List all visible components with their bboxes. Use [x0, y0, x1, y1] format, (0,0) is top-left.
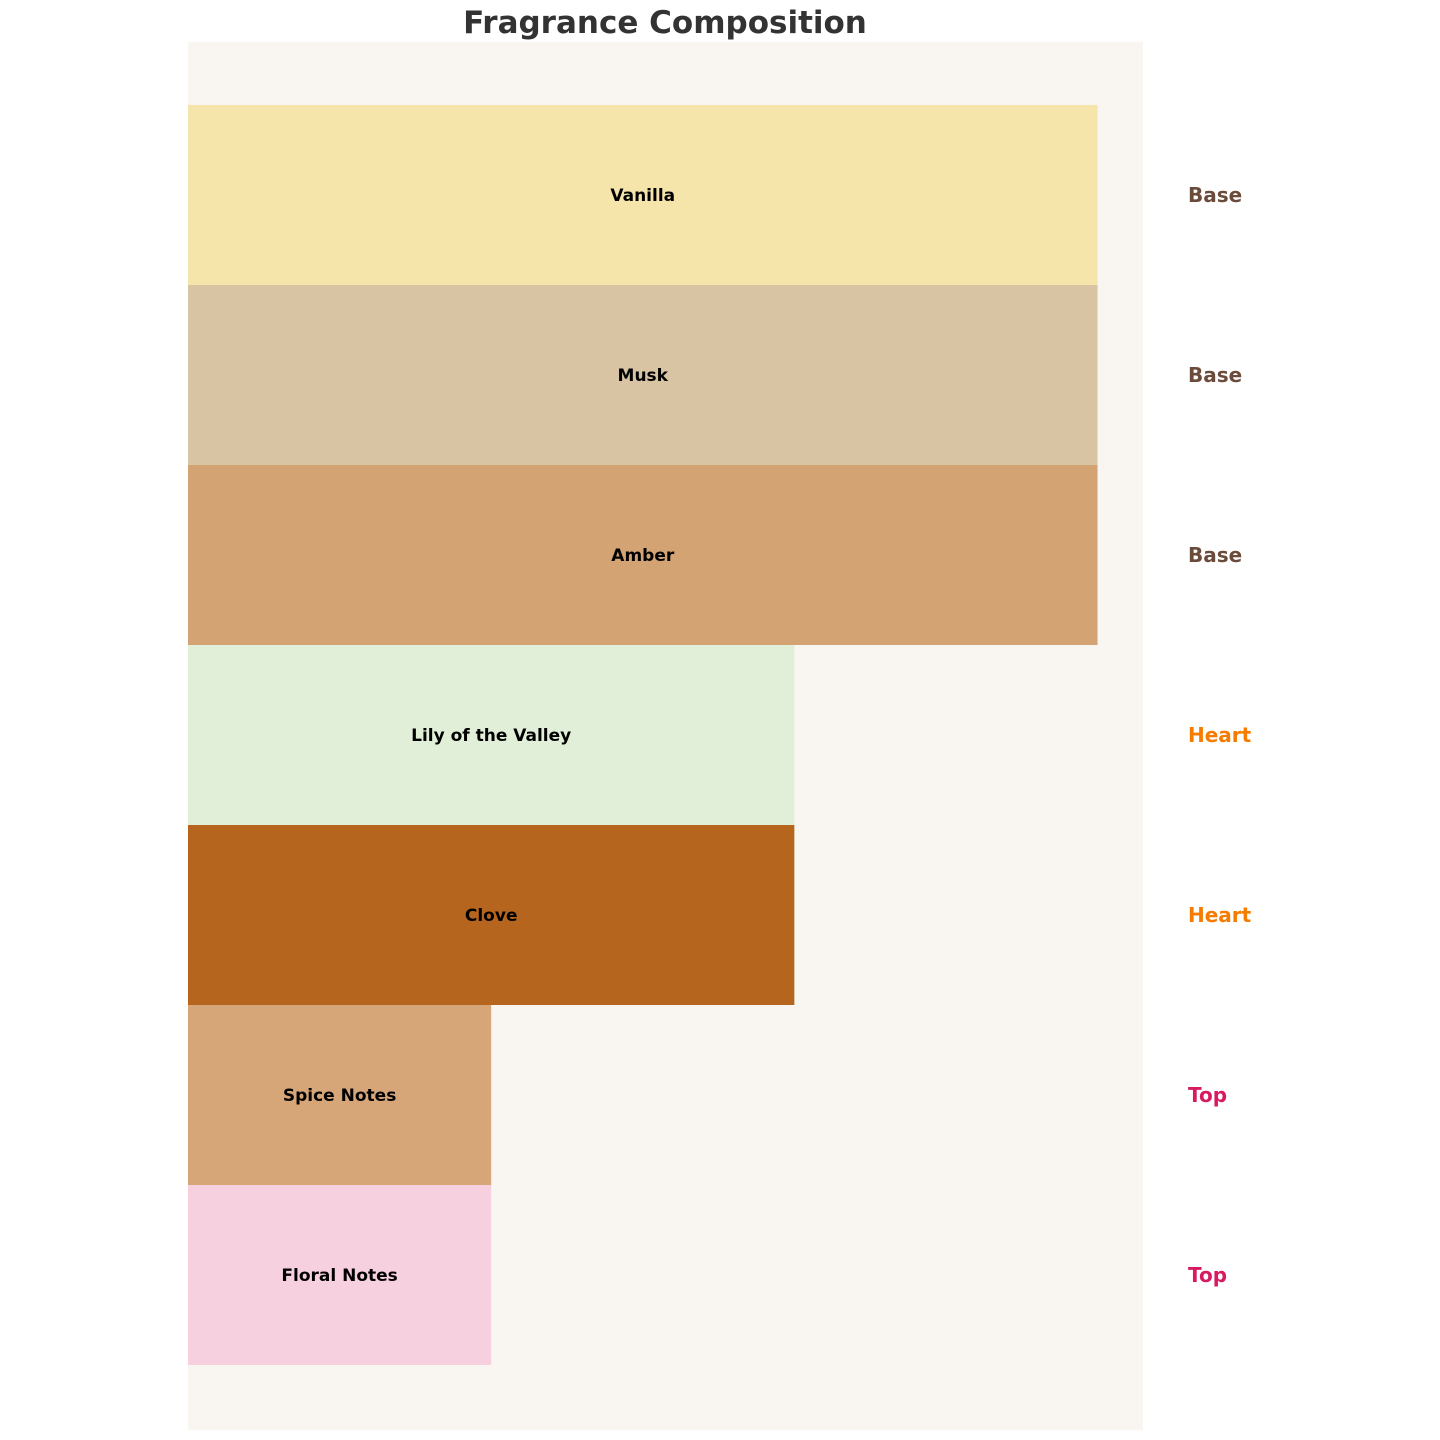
bar-clove: [188, 825, 795, 1005]
bar-amber: [188, 465, 1098, 645]
bar-label: Spice Notes: [283, 1086, 396, 1106]
bar-label: Clove: [465, 906, 518, 926]
bar-label: Lily of the Valley: [411, 726, 571, 746]
bar-floral-notes: [188, 1185, 492, 1365]
bar-musk: [188, 285, 1098, 465]
bar-label: Vanilla: [610, 186, 675, 206]
bar-spice-notes: [188, 1005, 492, 1185]
layer-label: Heart: [1188, 903, 1252, 927]
layer-label: Top: [1188, 1263, 1227, 1287]
chart-title: Fragrance Composition: [463, 5, 867, 41]
bar-lily-of-the-valley: [188, 645, 795, 825]
bar-label: Musk: [618, 366, 669, 386]
bar-label: Floral Notes: [281, 1266, 397, 1286]
bar-label: Amber: [611, 546, 675, 566]
layer-label: Base: [1188, 183, 1242, 207]
layer-label: Heart: [1188, 723, 1252, 747]
layer-label: Base: [1188, 363, 1242, 387]
bar-vanilla: [188, 105, 1098, 285]
layer-label: Base: [1188, 543, 1242, 567]
layer-label: Top: [1188, 1083, 1227, 1107]
